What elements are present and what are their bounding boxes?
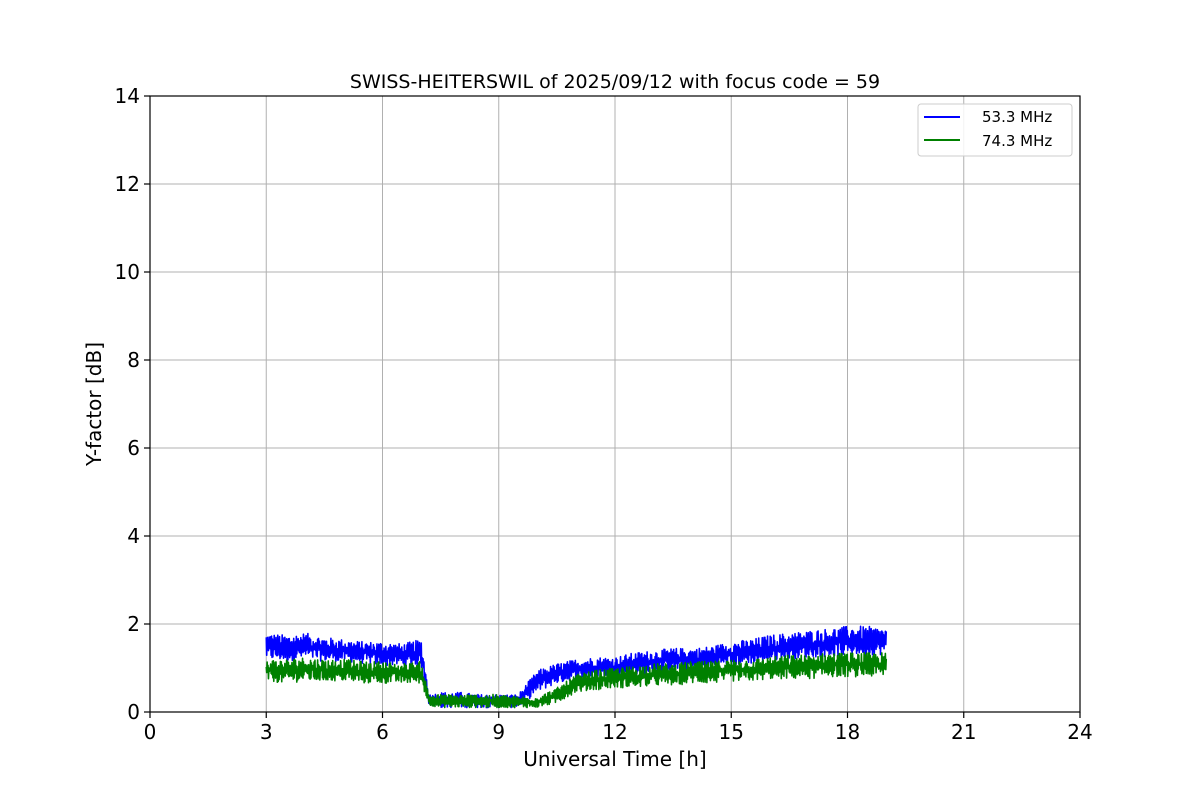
x-tick-label: 18: [835, 720, 860, 744]
y-axis-label: Y-factor [dB]: [82, 342, 106, 467]
y-tick-label: 8: [127, 348, 140, 372]
chart-title: SWISS-HEITERSWIL of 2025/09/12 with focu…: [350, 71, 880, 93]
x-tick-label: 0: [144, 720, 157, 744]
y-tick-label: 14: [115, 84, 140, 108]
y-tick-label: 0: [127, 700, 140, 724]
grid: [149, 95, 1081, 713]
y-tick-label: 6: [127, 436, 140, 460]
series-line-1: [265, 651, 888, 709]
legend-label-53-mhz: 53.3 MHz: [982, 108, 1052, 126]
y-tick-label: 12: [115, 172, 140, 196]
x-tick-label: 12: [602, 720, 627, 744]
y-tick-label: 4: [127, 524, 140, 548]
series-line-0: [265, 625, 888, 709]
x-tick-label: 3: [260, 720, 273, 744]
x-tick-label: 21: [951, 720, 976, 744]
x-tick-label: 9: [492, 720, 505, 744]
plot-series: [265, 625, 888, 709]
x-tick-label: 24: [1067, 720, 1092, 744]
x-axis-label: Universal Time [h]: [523, 747, 706, 771]
x-tick-label: 6: [376, 720, 389, 744]
x-tick-label: 15: [719, 720, 744, 744]
y-tick-label: 2: [127, 612, 140, 636]
legend-label-74-mhz: 74.3 MHz: [982, 132, 1052, 150]
legend: 53.3 MHz 74.3 MHz: [917, 103, 1073, 157]
y-tick-label: 10: [115, 260, 140, 284]
